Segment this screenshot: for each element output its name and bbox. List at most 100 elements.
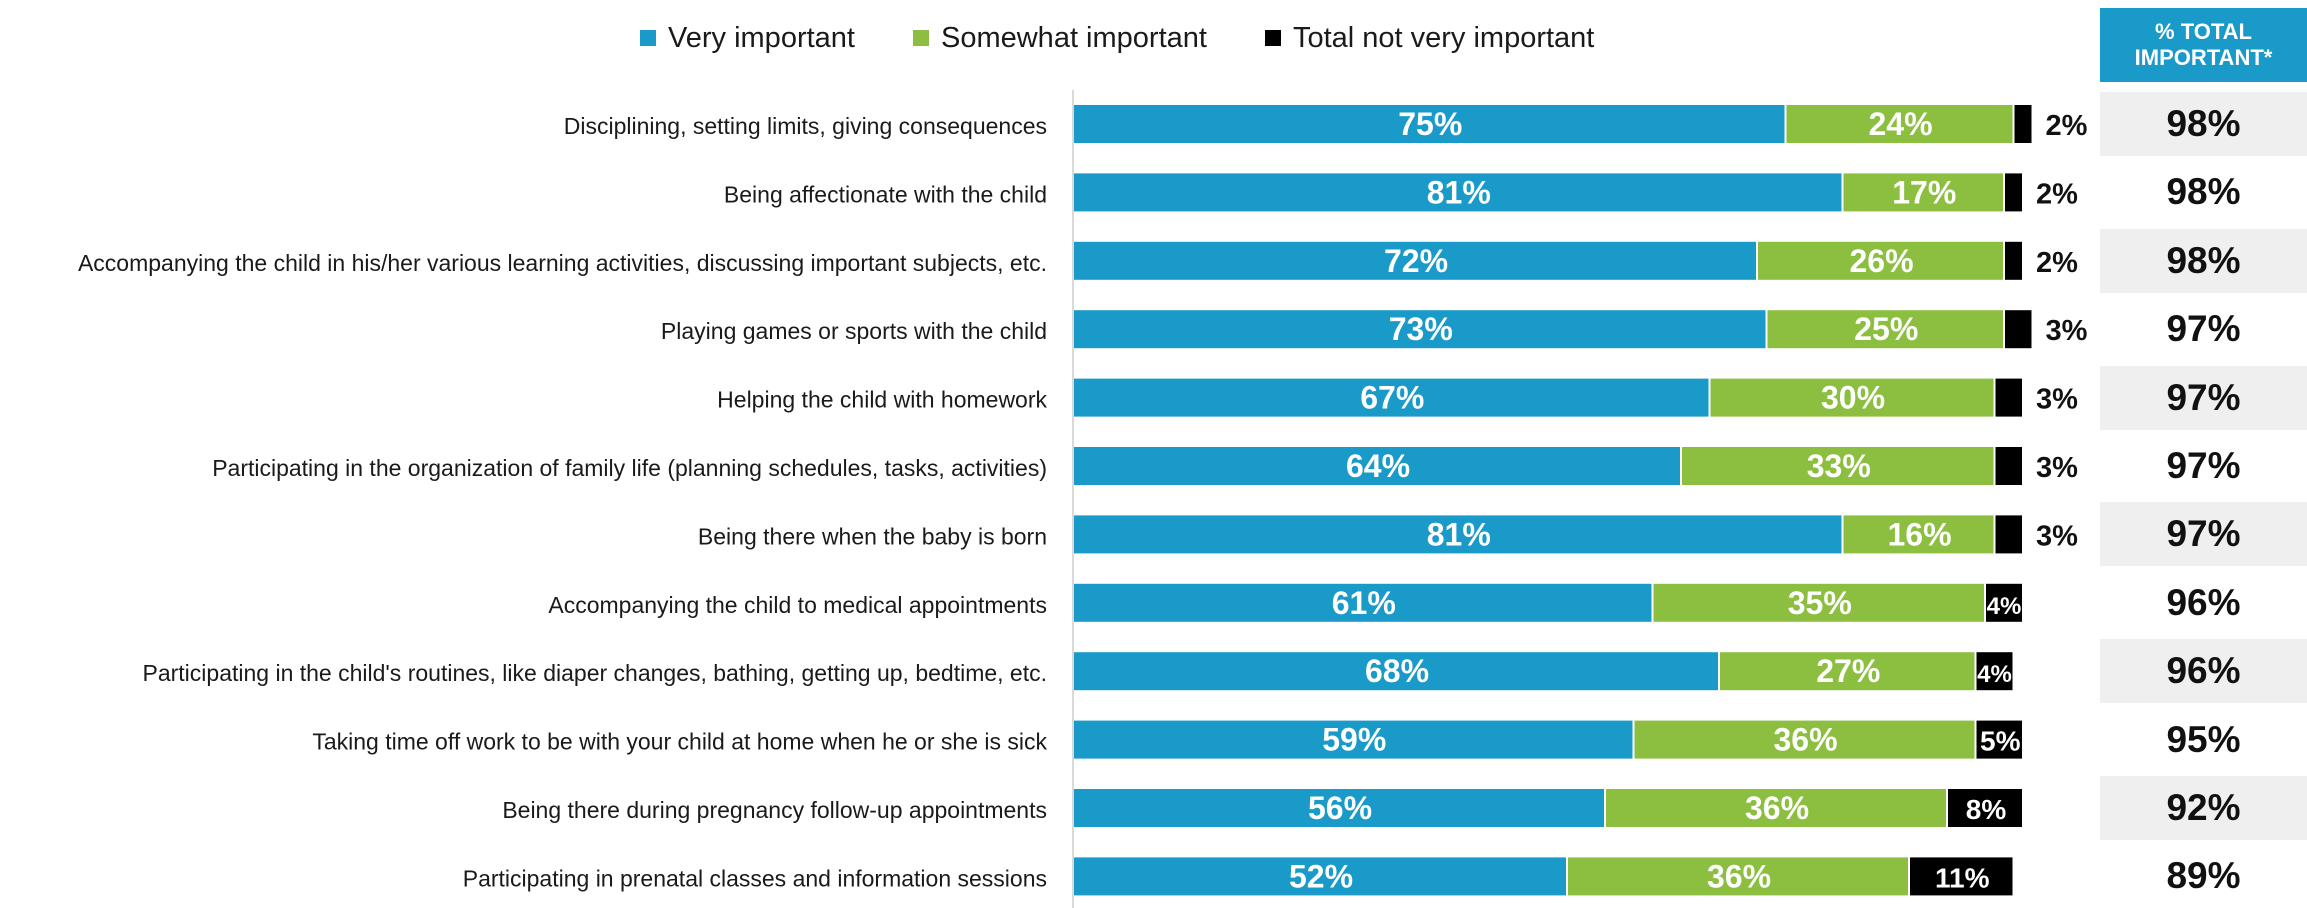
- bar-segment: [1786, 105, 2013, 143]
- legend-item: Total not very important: [1264, 21, 1595, 55]
- bar-segment: [1568, 857, 1908, 896]
- total-important-value: 98%: [2100, 92, 2307, 156]
- data-label: 24%: [1868, 106, 1932, 142]
- bar-segment: [1074, 105, 1785, 143]
- category-label: Accompanying the child to medical appoin…: [548, 592, 1047, 618]
- data-label: 8%: [1966, 794, 2007, 825]
- bar-segment: [1710, 378, 1994, 417]
- bar-segment: [1606, 789, 1946, 827]
- bar-segment: [1995, 378, 2022, 417]
- data-label: 36%: [1707, 858, 1771, 894]
- bar-segment: [1634, 720, 1975, 759]
- total-important-value: 97%: [2100, 365, 2307, 430]
- data-label: 17%: [1892, 174, 1956, 210]
- data-label: 64%: [1346, 448, 1410, 484]
- legend-swatch: [640, 30, 656, 46]
- legend-swatch: [912, 30, 929, 46]
- data-label: 3%: [2036, 520, 2078, 552]
- category-label: Participating in the organization of fam…: [212, 455, 1047, 481]
- data-label: 3%: [2036, 452, 2078, 484]
- bar-segment: [1682, 447, 1994, 485]
- data-label: 3%: [2036, 384, 2078, 416]
- bar-segment: [1074, 652, 1718, 691]
- total-important-value: 98%: [2100, 160, 2307, 225]
- total-header-line1: % TOTAL: [2155, 18, 2252, 44]
- total-important-value: 92%: [2100, 776, 2307, 840]
- data-label: 59%: [1322, 722, 1386, 758]
- data-label: 61%: [1332, 585, 1396, 621]
- bar-segment: [2005, 241, 2022, 280]
- total-important-value: 97%: [2100, 502, 2307, 567]
- data-label: 67%: [1360, 380, 1424, 416]
- bars-layer: Disciplining, setting limits, giving con…: [78, 105, 2088, 896]
- bar-segment: [1653, 583, 1984, 622]
- category-label: Playing games or sports with the child: [661, 318, 1047, 344]
- data-label: 2%: [2036, 247, 2078, 279]
- total-important-value: 96%: [2100, 570, 2307, 635]
- bar-segment: [1074, 583, 1652, 622]
- data-label: 35%: [1788, 585, 1852, 621]
- data-label: 26%: [1849, 243, 1913, 279]
- total-important-value: 97%: [2100, 434, 2307, 498]
- data-label: 36%: [1745, 790, 1809, 826]
- bar-segment: [1843, 173, 2003, 212]
- total-important-value: 89%: [2100, 844, 2307, 908]
- data-label: 4%: [1987, 593, 2022, 620]
- bar-segment: [2005, 173, 2022, 212]
- total-header-line2: IMPORTANT*: [2134, 45, 2273, 70]
- bar-segment: [1995, 447, 2022, 485]
- legend-label: Somewhat important: [940, 21, 1207, 54]
- bar-segment: [1074, 447, 1680, 485]
- data-label: 72%: [1384, 243, 1448, 279]
- total-important-value: 96%: [2100, 639, 2307, 704]
- data-label: 4%: [1977, 661, 2012, 688]
- data-label: 3%: [2046, 315, 2088, 347]
- data-label: 81%: [1427, 516, 1491, 552]
- total-important-value: 97%: [2100, 297, 2307, 362]
- data-label: 27%: [1816, 653, 1880, 689]
- data-label: 11%: [1935, 862, 1990, 893]
- legend-label: Total not very important: [1292, 21, 1595, 54]
- bar-segment: [1074, 310, 1766, 349]
- stacked-bar-chart: Disciplining, setting limits, giving con…: [78, 90, 2088, 908]
- bar-segment: [1074, 515, 1842, 554]
- category-label: Disciplining, setting limits, giving con…: [564, 113, 1047, 139]
- category-label: Taking time off work to be with your chi…: [312, 729, 1047, 755]
- bar-segment: [1948, 789, 2022, 827]
- bar-segment: [1074, 173, 1842, 212]
- data-label: 33%: [1807, 448, 1871, 484]
- total-important-value: 95%: [2100, 707, 2307, 772]
- total-important-panel: % TOTAL IMPORTANT* 98% 98% 98% 97% 97% 97% 97%…: [2100, 8, 2307, 908]
- legend-label: Very important: [668, 21, 855, 54]
- category-label: Participating in the child's routines, l…: [143, 660, 1048, 686]
- chart-legend: Very important Somewhat important Total no…: [640, 18, 1594, 58]
- bar-segment: [1986, 583, 2022, 622]
- data-label: 73%: [1389, 311, 1453, 347]
- bar-segment: [1720, 652, 1975, 691]
- bar-segment: [1976, 652, 2013, 691]
- data-label: 25%: [1854, 311, 1918, 347]
- bar-segment: [1074, 857, 1566, 896]
- data-label: 30%: [1821, 380, 1885, 416]
- category-label: Being there when the baby is born: [698, 523, 1047, 549]
- data-label: 52%: [1289, 858, 1353, 894]
- bar-segment: [1758, 241, 2003, 280]
- legend-swatch: [1264, 30, 1281, 46]
- total-important-value: 98%: [2100, 228, 2307, 293]
- category-label: Accompanying the child in his/her variou…: [78, 250, 1047, 276]
- bar-segment: [1074, 720, 1633, 759]
- bar-segment: [1976, 720, 2022, 759]
- total-important-header: % TOTAL IMPORTANT*: [2100, 8, 2307, 82]
- bar-segment: [2005, 310, 2032, 349]
- data-label: 2%: [2036, 178, 2078, 210]
- category-label: Participating in prenatal classes and in…: [463, 865, 1047, 891]
- data-label: 2%: [2046, 110, 2088, 142]
- category-label: Being affectionate with the child: [724, 181, 1047, 207]
- bar-segment: [1074, 241, 1756, 280]
- data-label: 16%: [1887, 516, 1951, 552]
- bar-segment: [1074, 789, 1604, 827]
- bar-segment: [2014, 105, 2032, 143]
- bar-segment: [1767, 310, 2003, 349]
- bar-segment: [1995, 515, 2022, 554]
- bar-segment: [1074, 378, 1709, 417]
